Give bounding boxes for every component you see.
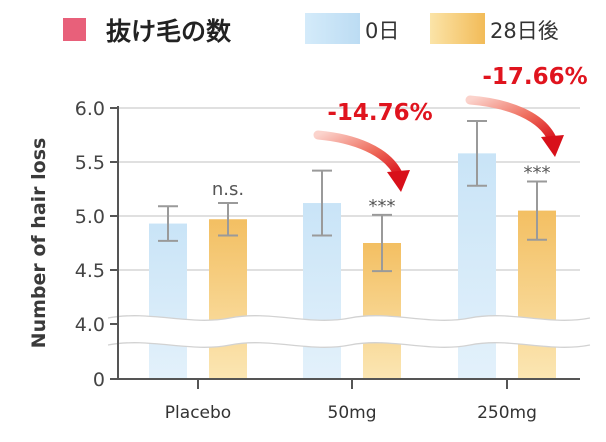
legend-label-day0: 0日 xyxy=(365,19,399,43)
plot-area: 6.0 5.5 5.0 4.5 4.0 0 Placebo 50mg 250mg Number o… xyxy=(28,64,591,423)
significance-label: *** xyxy=(369,196,396,217)
change-arrow xyxy=(313,130,404,181)
legend-title-marker xyxy=(63,18,86,41)
change-label: -17.66% xyxy=(482,64,587,90)
y-tick-label: 4.0 xyxy=(75,314,105,336)
axis-break-line-top xyxy=(107,315,591,321)
y-tick-label: 6.0 xyxy=(75,98,105,120)
significance-label: n.s. xyxy=(212,179,244,200)
change-arrow-head xyxy=(541,135,564,157)
legend-title: 抜け毛の数 xyxy=(106,17,232,46)
y-tick-label: 4.5 xyxy=(75,260,105,282)
x-tick-label: Placebo xyxy=(165,403,231,423)
y-axis-title: Number of hair loss xyxy=(28,138,50,349)
bar-day28-placebo xyxy=(209,219,247,379)
axis-break-band xyxy=(108,315,590,348)
y-tick-label: 5.0 xyxy=(75,206,105,228)
legend-swatch-day28 xyxy=(430,13,485,44)
significance-label: *** xyxy=(524,162,551,183)
axis-break-line-bottom xyxy=(107,342,591,348)
legend: 抜け毛の数 0日 28日後 xyxy=(63,13,559,46)
legend-swatch-day0 xyxy=(305,13,360,44)
y-tick-label: 5.5 xyxy=(75,152,105,174)
x-tick-label: 50mg xyxy=(328,403,377,423)
change-arrow xyxy=(465,95,558,146)
change-label: -14.76% xyxy=(327,100,432,126)
legend-label-day28: 28日後 xyxy=(490,19,559,43)
change-arrow-head xyxy=(387,170,410,192)
bar-day0-placebo xyxy=(149,223,187,379)
y-tick-label: 0 xyxy=(93,369,105,391)
x-tick-label: 250mg xyxy=(477,403,537,423)
